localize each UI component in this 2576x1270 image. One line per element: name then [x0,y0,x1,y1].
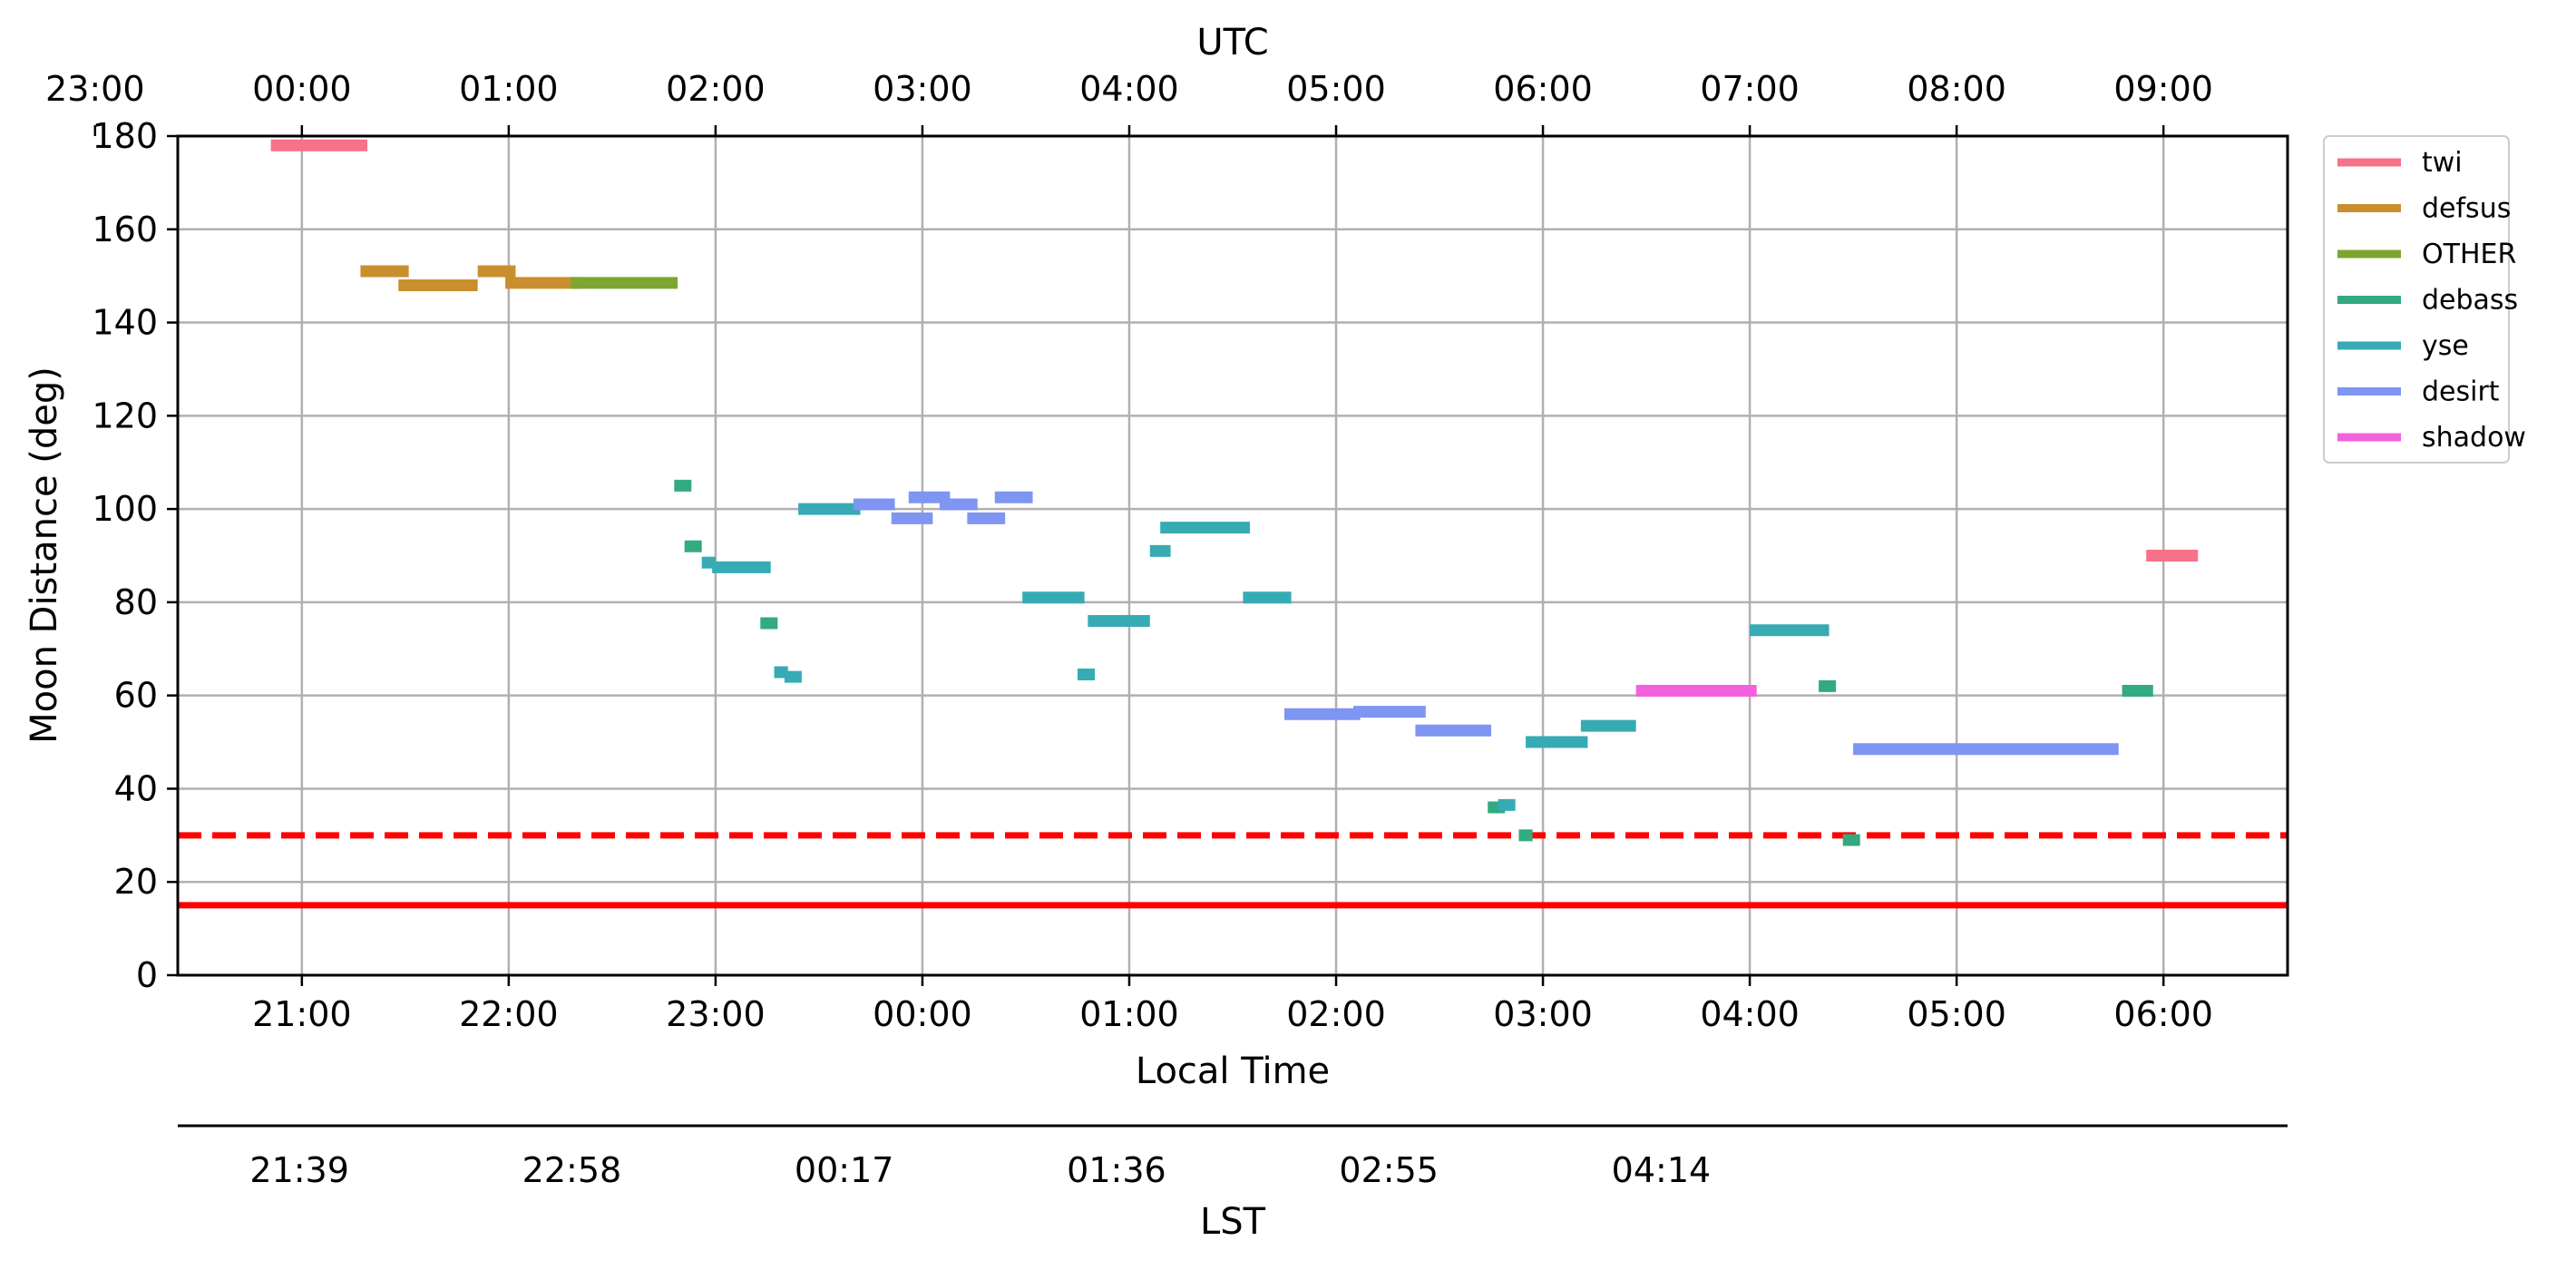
y-tick-label: 180 [92,116,158,156]
reference-lines [178,832,2288,909]
y-tick-label: 20 [114,862,158,902]
y-tick-label: 0 [136,955,158,995]
x-tick-label: 05:00 [1907,994,2006,1034]
y-tick-label: 40 [114,768,158,808]
x-axis-title: Local Time [1136,1050,1330,1092]
y-tick-label: 100 [92,489,158,529]
top-axis-title: UTC [1196,22,1268,64]
utc-tick-label: 03:00 [873,69,972,109]
lst-tick-label: 00:17 [795,1150,894,1190]
x-tick-label: 02:00 [1286,994,1386,1034]
x-tick-label: 21:00 [252,994,352,1034]
utc-tick-label: 02:00 [666,69,766,109]
x-tick-label: 00:00 [873,994,972,1034]
legend-label-OTHER: OTHER [2422,239,2516,270]
legend: twi defsus OTHER debass yse desirt shadow [2323,135,2526,464]
utc-tick-label: 05:00 [1286,69,1386,109]
utc-tick-label: 01:00 [459,69,559,109]
legend-label-shadow: shadow [2422,422,2526,454]
legend-frame [2323,135,2510,464]
y-tick-label: 120 [92,396,158,435]
legend-label-debass: debass [2422,285,2518,317]
x-tick-label: 22:00 [459,994,559,1034]
axis-ticks: 21:00 22:00 23:00 00:00 01:00 02:00 03:00 04:00… [45,69,2213,1190]
plot-frame [176,134,2289,977]
legend-label-twi: twi [2422,147,2463,179]
lst-axis-title: LST [1200,1201,1266,1243]
y-tick-label: 80 [114,582,158,622]
x-tick-label: 04:00 [1700,994,1800,1034]
gridlines [178,134,2288,977]
lst-tick-label: 21:39 [249,1150,349,1190]
utc-tick-label: 07:00 [1700,69,1800,109]
legend-label-desirt: desirt [2422,376,2500,408]
lst-tick-label: 01:36 [1067,1150,1166,1190]
legend-label-defsus: defsus [2422,193,2511,225]
legend-label-yse: yse [2422,330,2469,362]
lst-tick-label: 04:14 [1612,1150,1712,1190]
lst-tick-label: 22:58 [522,1150,622,1190]
y-tick-label: 140 [92,303,158,343]
utc-tick-label: 09:00 [2113,69,2213,109]
series-segments [270,139,2199,846]
x-tick-label: 06:00 [2113,994,2213,1034]
utc-tick-label: 04:00 [1079,69,1179,109]
utc-tick-label: 06:00 [1493,69,1593,109]
utc-tick-label: 23:00 [45,69,145,109]
x-tick-label: 03:00 [1493,994,1593,1034]
x-tick-label: 23:00 [666,994,766,1034]
y-tick-label: 60 [114,676,158,716]
lst-tick-label: 02:55 [1339,1150,1439,1190]
utc-tick-label: 00:00 [252,69,352,109]
y-axis-title: Moon Distance (deg) [24,366,65,744]
utc-tick-label: 08:00 [1907,69,2006,109]
x-tick-label: 01:00 [1079,994,1179,1034]
y-tick-label: 160 [92,210,158,249]
